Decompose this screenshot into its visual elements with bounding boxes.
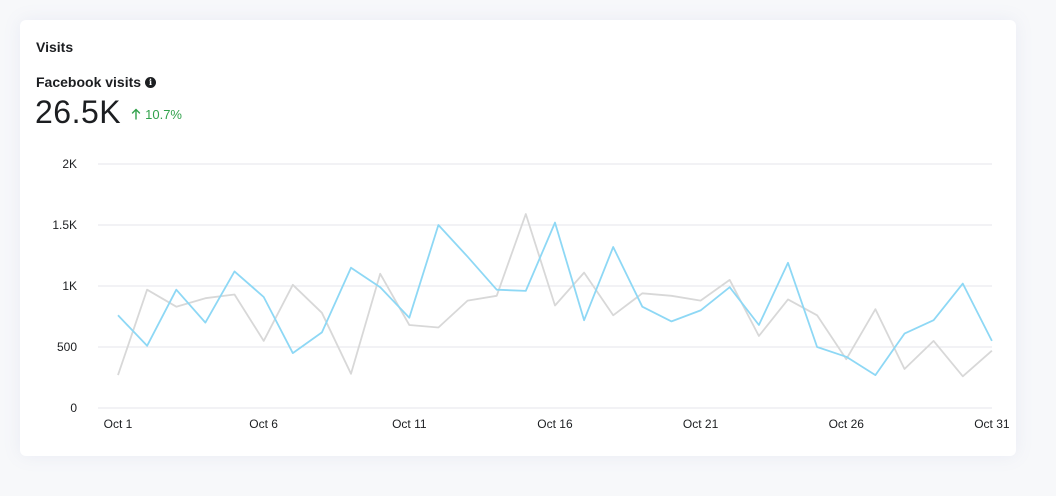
y-axis-tick-labels: 0 500 1K 1.5K 2K [52, 157, 77, 415]
grid-layer [98, 163, 992, 409]
x-tick-label: Oct 16 [537, 417, 573, 431]
arrow-up-icon [131, 108, 141, 120]
metric-label: Facebook visits i [36, 74, 157, 90]
metric-change-value: 10.7% [145, 106, 182, 122]
x-tick-label: Oct 31 [974, 417, 1010, 431]
x-tick-label: Oct 21 [683, 417, 719, 431]
x-tick-label: Oct 6 [249, 417, 278, 431]
metric-change: 10.7% [131, 107, 182, 122]
series-line-previous [117, 213, 993, 378]
x-tick-label: Oct 26 [829, 417, 865, 431]
y-tick-label: 500 [57, 340, 77, 354]
y-tick-label: 2K [62, 157, 77, 171]
series-layer [117, 213, 993, 378]
metric-row: 26.5K 10.7% [35, 94, 182, 131]
x-axis-tick-labels: Oct 1 Oct 6 Oct 11 Oct 16 Oct 21 Oct 26 Oct 31 [104, 417, 1010, 431]
visits-line-chart: 0 500 1K 1.5K 2K Oct 1 Oct 6 Oct 11 Oct 16 Oct 2… [52, 157, 1010, 431]
y-tick-label: 1K [62, 279, 77, 293]
y-tick-label: 1.5K [52, 218, 77, 232]
x-tick-label: Oct 1 [104, 417, 133, 431]
card-title: Visits [36, 39, 74, 55]
metric-label-text: Facebook visits [36, 74, 142, 90]
x-tick-label: Oct 11 [392, 417, 427, 431]
series-line-current [117, 221, 993, 377]
info-icon[interactable]: i [145, 76, 157, 88]
visits-card: Visits Facebook visits i 26.5K 10.7% 0 50… [20, 20, 1016, 456]
metric-value: 26.5K [35, 94, 122, 130]
y-tick-label: 0 [70, 401, 77, 415]
